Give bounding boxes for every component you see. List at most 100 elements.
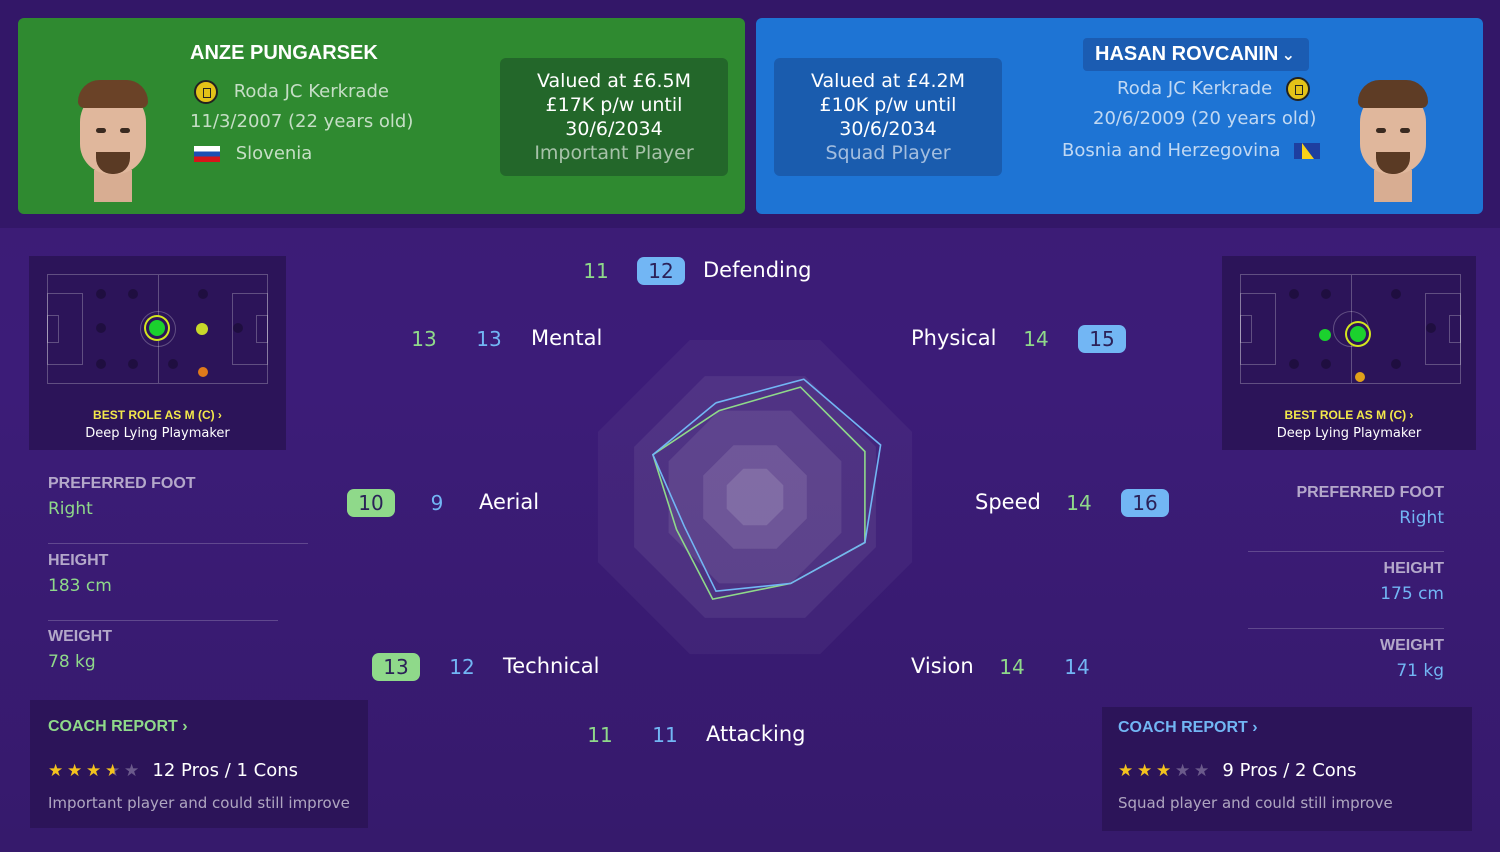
position-pitch-right[interactable]: BEST ROLE AS M (C) › Deep Lying Playmake… xyxy=(1222,256,1476,450)
preferred-foot-value: Right xyxy=(48,499,93,519)
physical-label[interactable]: Physical xyxy=(911,326,997,350)
wage: £10K p/w until xyxy=(819,94,957,116)
height-value: 175 cm xyxy=(1380,584,1444,604)
position-pitch-left[interactable]: BEST ROLE AS M (C) › Deep Lying Playmake… xyxy=(29,256,286,450)
physical-right-value: 15 xyxy=(1078,325,1126,353)
star-empty-icon: ★ xyxy=(1175,761,1191,781)
club-row: Roda JC Kerkrade xyxy=(194,80,389,104)
player-face-left xyxy=(68,76,158,204)
preferred-foot-label: PREFERRED FOOT xyxy=(1296,484,1444,501)
preferred-foot-label: PREFERRED FOOT xyxy=(48,475,196,492)
club-row: Roda JC Kerkrade xyxy=(1117,77,1310,101)
contract-end: 30/6/2034 xyxy=(839,118,937,140)
pros-cons: 9 Pros / 2 Cons xyxy=(1222,760,1357,781)
wage: £17K p/w until xyxy=(545,94,683,116)
radar-ring xyxy=(703,445,807,549)
defending-right-value: 12 xyxy=(637,257,685,285)
aerial-label[interactable]: Aerial xyxy=(479,490,540,514)
star-icon: ★ xyxy=(67,761,83,781)
best-role-name: Deep Lying Playmaker xyxy=(1276,426,1422,441)
vision-label[interactable]: Vision xyxy=(911,654,974,678)
best-position-marker xyxy=(1347,323,1369,345)
position-marker xyxy=(196,323,208,335)
mental-left-value: 13 xyxy=(411,327,437,351)
weight-label: WEIGHT xyxy=(48,628,112,645)
coach-description: Squad player and could still improve xyxy=(1118,794,1393,812)
coach-report-link[interactable]: COACH REPORT › xyxy=(48,718,188,735)
position-marker xyxy=(1355,372,1365,382)
attacking-right-value: 11 xyxy=(652,723,678,747)
coach-report-link[interactable]: COACH REPORT › xyxy=(1118,719,1258,736)
value-amount: Valued at £6.5M xyxy=(536,70,692,92)
coach-description: Important player and could still improve xyxy=(48,794,350,812)
defending-label[interactable]: Defending xyxy=(703,258,812,282)
nation-name[interactable]: Bosnia and Herzegovina xyxy=(1062,140,1281,161)
player-name[interactable]: ANZE PUNGARSEK xyxy=(190,42,378,64)
star-icon: ★ xyxy=(1118,761,1134,781)
club-name[interactable]: Roda JC Kerkrade xyxy=(233,81,389,102)
star-icon: ★ xyxy=(48,761,64,781)
value-amount: Valued at £4.2M xyxy=(810,70,966,92)
radar-ring xyxy=(597,339,913,655)
player-select-dropdown[interactable]: HASAN ROVCANIN ⌄ xyxy=(1083,38,1309,71)
technical-right-value: 12 xyxy=(449,655,475,679)
player-name: HASAN ROVCANIN xyxy=(1095,43,1279,65)
nation-row: Bosnia and Herzegovina xyxy=(1062,140,1321,161)
club-badge-icon xyxy=(1285,77,1310,101)
speed-left-value: 14 xyxy=(1066,491,1092,515)
speed-right-value: 16 xyxy=(1121,489,1169,517)
star-empty-icon: ★ xyxy=(124,761,140,781)
position-marker xyxy=(198,367,208,377)
star-rating: ★ ★ ★ ★ ★ 9 Pros / 2 Cons xyxy=(1118,760,1357,781)
attacking-label[interactable]: Attacking xyxy=(706,722,806,746)
coach-report-right[interactable]: COACH REPORT › ★ ★ ★ ★ ★ 9 Pros / 2 Cons Squ… xyxy=(1102,707,1472,831)
physical-left-value: 14 xyxy=(1023,327,1049,351)
height-label: HEIGHT xyxy=(1383,560,1444,577)
weight-label: WEIGHT xyxy=(1380,637,1444,654)
value-box: Valued at £4.2M £10K p/w until 30/6/2034… xyxy=(774,58,1002,176)
defending-left-value: 11 xyxy=(583,259,609,283)
technical-left-value: 13 xyxy=(372,653,420,681)
radar-ring xyxy=(634,376,876,618)
pitch xyxy=(47,274,268,384)
preferred-foot-value: Right xyxy=(1399,508,1444,528)
star-empty-icon: ★ xyxy=(1194,761,1210,781)
coach-report-left[interactable]: COACH REPORT › ★ ★ ★ ★ ★ 12 Pros / 1 Cons Im… xyxy=(30,700,368,828)
divider xyxy=(48,543,308,544)
mental-label[interactable]: Mental xyxy=(531,326,603,350)
radar-series-right xyxy=(651,378,882,593)
date-of-birth: 20/6/2009 (20 years old) xyxy=(1093,108,1317,129)
best-role-name: Deep Lying Playmaker xyxy=(85,426,230,441)
radar-ring xyxy=(668,410,842,584)
star-icon: ★ xyxy=(86,761,102,781)
weight-value: 71 kg xyxy=(1396,661,1444,681)
attribute-radar-chart xyxy=(597,339,913,655)
height-value: 183 cm xyxy=(48,576,112,596)
chevron-down-icon: ⌄ xyxy=(1281,45,1295,64)
divider xyxy=(1248,551,1444,552)
best-position-marker xyxy=(146,317,168,339)
best-role-link[interactable]: BEST ROLE AS M (C) › xyxy=(1284,408,1414,422)
height-label: HEIGHT xyxy=(48,552,109,569)
aerial-right-value: 9 xyxy=(430,491,444,515)
player-card-right: Valued at £4.2M £10K p/w until 30/6/2034… xyxy=(756,18,1483,214)
player-face-right xyxy=(1348,76,1438,204)
bosnia-flag-icon xyxy=(1294,143,1321,159)
nation-row: Slovenia xyxy=(194,143,312,164)
star-icon: ★ xyxy=(1137,761,1153,781)
best-role-link[interactable]: BEST ROLE AS M (C) › xyxy=(93,408,222,422)
date-of-birth: 11/3/2007 (22 years old) xyxy=(190,111,414,132)
nation-name[interactable]: Slovenia xyxy=(235,143,313,164)
value-box: Valued at £6.5M £17K p/w until 30/6/2034… xyxy=(500,58,728,176)
pros-cons: 12 Pros / 1 Cons xyxy=(152,760,299,781)
vision-right-value: 14 xyxy=(1064,655,1090,679)
weight-value: 78 kg xyxy=(48,652,96,672)
divider xyxy=(1248,628,1444,629)
position-marker xyxy=(1319,329,1331,341)
radar-ring xyxy=(726,468,784,526)
player-card-left: ANZE PUNGARSEK Roda JC Kerkrade 11/3/200… xyxy=(18,18,745,214)
technical-label[interactable]: Technical xyxy=(503,654,600,678)
speed-label[interactable]: Speed xyxy=(975,490,1041,514)
club-name[interactable]: Roda JC Kerkrade xyxy=(1117,78,1273,99)
star-rating: ★ ★ ★ ★ ★ 12 Pros / 1 Cons xyxy=(48,760,298,781)
